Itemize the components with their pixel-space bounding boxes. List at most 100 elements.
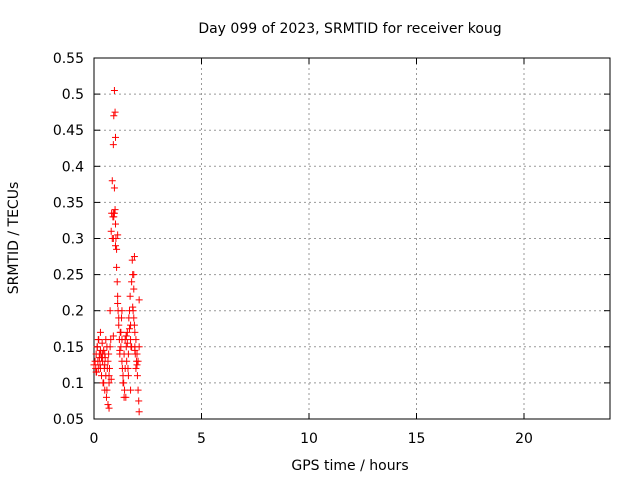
data-point	[132, 364, 140, 372]
grid-lines	[94, 58, 610, 419]
y-axis-ticks: 0.05 0.1 0.15 0.2 0.25 0.3 0.35 0.4 0.45 0.5 0.55	[53, 51, 610, 428]
data-point	[113, 263, 121, 271]
data-point	[114, 299, 122, 307]
data-point	[112, 220, 119, 228]
data-point	[92, 368, 100, 376]
y-axis-label: SRMTID / TECUs	[6, 182, 22, 295]
y-tick-label: 0.3	[62, 232, 84, 248]
data-point	[130, 285, 138, 293]
data-point	[124, 350, 132, 358]
data-point	[118, 336, 126, 344]
y-tick-label: 0.1	[62, 376, 84, 392]
data-point	[129, 303, 137, 311]
data-point	[113, 245, 121, 253]
data-point	[115, 321, 123, 329]
data-point	[128, 343, 136, 351]
data-point	[110, 112, 118, 120]
y-tick-label: 0.5	[62, 87, 84, 103]
data-point	[110, 184, 118, 192]
data-point	[131, 328, 139, 336]
data-point	[113, 278, 121, 286]
data-points	[90, 86, 143, 416]
data-point	[124, 372, 132, 380]
data-point	[105, 379, 113, 387]
y-tick-label: 0.35	[53, 195, 84, 211]
data-point	[98, 354, 106, 362]
data-point	[105, 372, 113, 380]
data-point	[135, 408, 143, 416]
data-point	[119, 379, 127, 387]
data-point	[134, 386, 142, 394]
data-point	[130, 314, 138, 322]
data-point	[110, 86, 118, 94]
x-tick-label: 20	[515, 431, 533, 447]
data-point	[108, 177, 116, 185]
x-axis-ticks: 0 5 10 15 20	[90, 58, 533, 447]
y-tick-label: 0.15	[53, 340, 84, 356]
data-point	[128, 278, 136, 286]
y-tick-label: 0.05	[53, 412, 84, 428]
data-point	[110, 213, 118, 221]
data-point	[112, 242, 119, 250]
x-tick-label: 0	[90, 431, 99, 447]
data-point	[107, 375, 115, 383]
data-point	[96, 328, 104, 336]
data-point	[123, 339, 131, 347]
x-tick-label: 5	[197, 431, 206, 447]
plot-frame	[93, 57, 611, 420]
data-point	[123, 357, 131, 365]
data-point	[109, 235, 117, 242]
data-point	[111, 206, 119, 214]
data-point	[110, 209, 118, 217]
data-point	[90, 361, 98, 369]
data-point	[127, 321, 135, 329]
data-point	[109, 332, 117, 340]
data-point	[102, 393, 110, 401]
data-point	[109, 141, 117, 149]
data-point	[135, 343, 143, 351]
data-point	[111, 108, 119, 116]
data-point	[104, 401, 112, 409]
data-point	[103, 386, 111, 394]
data-point	[117, 328, 125, 336]
data-point	[115, 314, 123, 322]
data-point	[105, 404, 113, 412]
data-point	[93, 343, 101, 351]
data-point	[114, 292, 122, 300]
data-point	[107, 227, 115, 235]
data-point	[101, 350, 109, 358]
data-point	[128, 256, 136, 264]
data-point	[120, 393, 128, 401]
data-point	[123, 328, 131, 336]
data-point	[96, 346, 104, 354]
data-point	[134, 357, 142, 365]
data-point	[130, 271, 138, 279]
y-tick-label: 0.55	[53, 51, 84, 67]
data-point	[133, 372, 141, 380]
data-point	[130, 253, 138, 261]
data-point	[135, 296, 143, 304]
data-point	[135, 397, 143, 405]
data-point	[126, 292, 134, 300]
data-point	[104, 357, 112, 365]
data-point	[102, 336, 110, 344]
data-point	[125, 325, 133, 333]
data-point	[127, 386, 135, 394]
data-point	[101, 361, 109, 369]
data-point	[94, 336, 102, 344]
x-tick-label: 10	[300, 431, 318, 447]
data-point	[132, 336, 140, 344]
data-point	[114, 231, 122, 239]
data-point	[121, 386, 129, 394]
y-tick-label: 0.2	[62, 304, 84, 320]
data-point	[133, 361, 141, 369]
data-point	[105, 364, 113, 372]
data-point	[106, 307, 114, 315]
data-point	[131, 346, 139, 354]
data-point	[116, 346, 124, 354]
data-point	[118, 307, 126, 315]
data-point	[98, 339, 106, 347]
data-point	[122, 332, 130, 340]
y-tick-label: 0.4	[62, 159, 84, 175]
